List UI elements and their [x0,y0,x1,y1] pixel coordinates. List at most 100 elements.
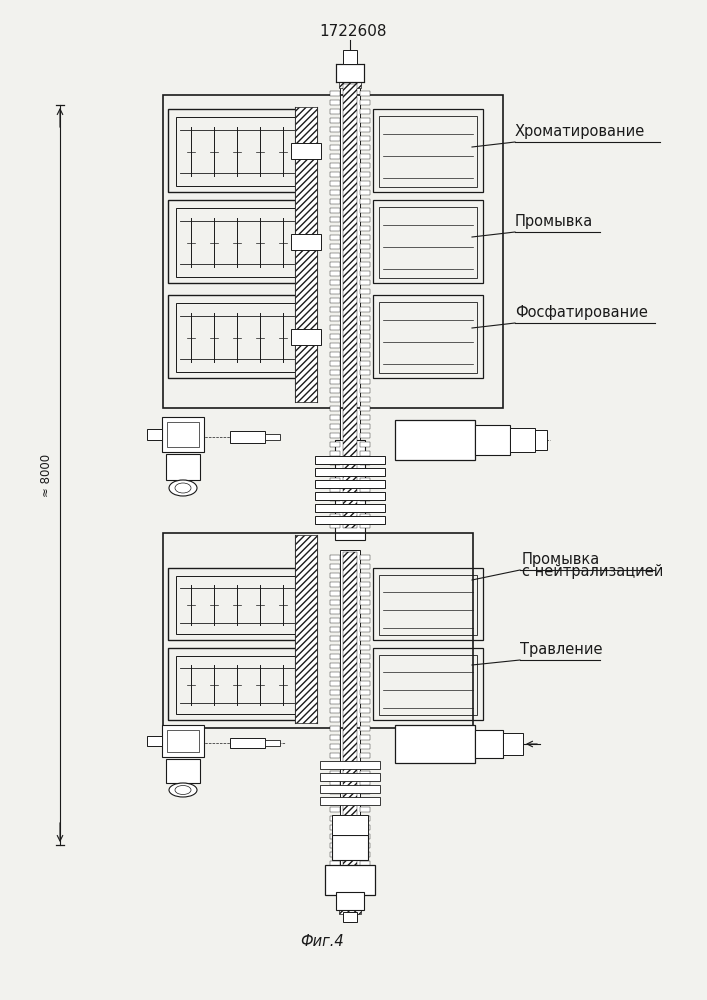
Bar [360,654,370,659]
Bar [379,575,477,635]
Bar [330,600,340,605]
Bar [330,181,340,186]
Bar [360,154,370,159]
Bar [176,303,298,372]
Bar [330,298,340,303]
Bar [360,343,370,348]
Bar [360,753,370,758]
Bar [360,307,370,312]
Bar [373,648,483,720]
Bar [360,289,370,294]
Bar [373,295,483,378]
Bar [395,725,475,763]
Bar [360,325,370,330]
Bar [360,505,370,510]
Bar [360,91,370,96]
Bar [360,406,370,411]
Bar [360,690,370,695]
Bar [330,487,340,492]
Bar [360,699,370,704]
Bar [330,352,340,357]
Bar [230,738,265,748]
Text: Фиг.4: Фиг.4 [300,934,344,950]
Bar [343,552,357,893]
Bar [360,825,370,830]
Bar [166,454,200,480]
Bar [291,143,321,159]
Bar [343,912,357,922]
Bar [330,609,340,614]
Bar [330,163,340,168]
Bar [379,302,477,373]
Bar [360,442,370,447]
Bar [295,535,317,723]
Bar [360,888,370,893]
Bar [360,433,370,438]
Bar [340,550,360,895]
Bar [168,109,306,192]
Bar [330,478,340,483]
Bar [360,361,370,366]
Bar [330,91,340,96]
Text: 1722608: 1722608 [320,24,387,39]
Bar [330,879,340,884]
Bar [325,865,375,895]
Bar [330,843,340,848]
Bar [373,200,483,283]
Bar [315,492,385,500]
Bar [360,726,370,731]
Bar [360,244,370,249]
Bar [162,725,204,757]
Bar [330,834,340,839]
Bar [330,415,340,420]
Bar [360,100,370,105]
Bar [360,762,370,767]
Bar [360,780,370,785]
Bar [291,234,321,250]
Bar [360,181,370,186]
Bar [339,80,361,88]
Bar [330,316,340,321]
Bar [330,627,340,632]
Bar [360,352,370,357]
Bar [330,735,340,740]
Bar [360,645,370,650]
Bar [315,504,385,512]
Text: ≈ 8000: ≈ 8000 [40,453,52,497]
Bar [330,208,340,213]
Bar [330,118,340,123]
Bar [395,420,475,460]
Bar [330,109,340,114]
Bar [360,555,370,560]
Bar [510,428,535,452]
Bar [315,456,385,464]
Bar [330,636,340,641]
Ellipse shape [175,483,191,493]
Text: Травление: Травление [520,642,602,657]
Bar [360,816,370,821]
Bar [330,154,340,159]
Bar [315,516,385,524]
Bar [330,145,340,150]
Bar [360,798,370,803]
Bar [360,807,370,812]
Bar [147,736,162,746]
Bar [360,217,370,222]
Bar [330,825,340,830]
Bar [330,591,340,596]
Bar [330,460,340,465]
Bar [176,208,298,277]
Bar [360,388,370,393]
Bar [330,505,340,510]
Bar [162,417,204,452]
Bar [330,523,340,528]
Bar [330,555,340,560]
Bar [320,773,380,781]
Bar [330,645,340,650]
Bar [330,807,340,812]
Bar [330,100,340,105]
Bar [330,235,340,240]
Bar [320,797,380,805]
Bar [360,852,370,857]
Bar [360,834,370,839]
